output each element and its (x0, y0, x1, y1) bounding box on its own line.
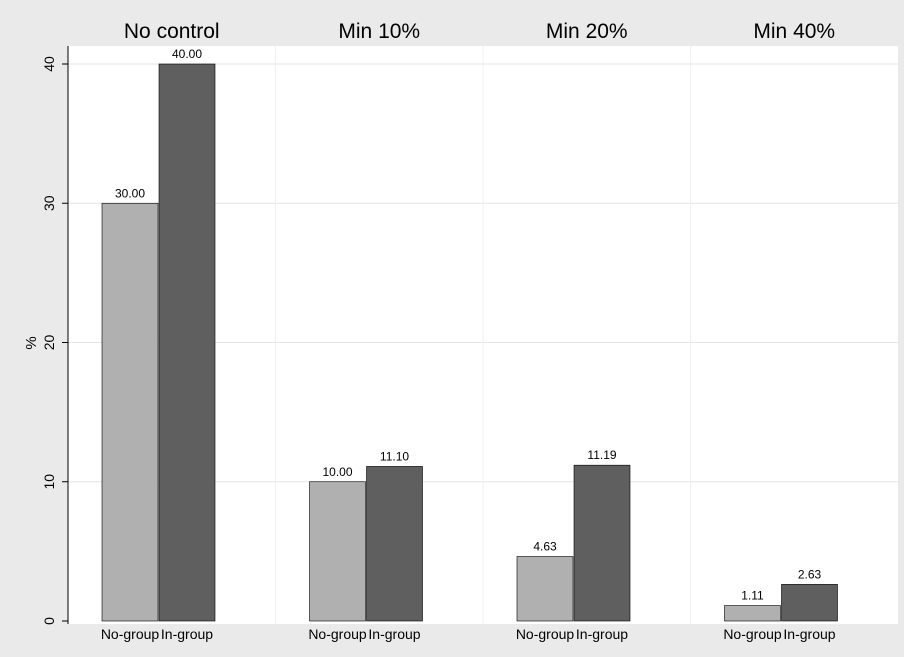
y-axis: 0 10 20 30 40 (41, 46, 69, 625)
panel-title: Min 10% (338, 20, 420, 43)
data-label: 10.00 (322, 465, 352, 479)
category-label: No-group (101, 626, 160, 642)
panel-title: Min 20% (546, 20, 628, 43)
panel-title: No control (124, 20, 220, 43)
y-tick-label: 30 (41, 195, 57, 211)
data-label: 11.19 (587, 448, 616, 462)
y-tick-label: 40 (41, 56, 57, 72)
bar-no-group (516, 556, 574, 622)
panel-title: Min 40% (753, 20, 835, 43)
category-label: In-group (368, 626, 420, 642)
data-label: 40.00 (172, 47, 202, 61)
bar-in-group (781, 584, 838, 622)
data-label: 11.10 (380, 449, 409, 463)
y-tick-label: 20 (41, 335, 57, 351)
bar-in-group (573, 464, 631, 622)
bar-in-group (366, 466, 423, 622)
bars (101, 63, 838, 622)
bar-in-group (158, 63, 216, 622)
category-label: No-group (308, 626, 367, 642)
category-label: No-group (723, 626, 782, 642)
panel-titles: No control Min 10% Min 20% Min 40% (124, 20, 835, 43)
category-label: In-group (576, 626, 628, 642)
data-label: 30.00 (115, 186, 145, 200)
y-tick-label: 10 (41, 474, 57, 490)
category-label: In-group (161, 626, 213, 642)
category-label: No-group (516, 626, 575, 642)
bar-no-group (309, 481, 366, 622)
data-label: 1.11 (741, 589, 764, 603)
y-tick-label: 0 (41, 617, 57, 625)
bar-no-group (101, 202, 159, 622)
y-axis-title: % (23, 336, 40, 349)
data-labels: 30.00 40.00 10.00 11.10 4.63 11.19 1.11 2.63 (115, 47, 822, 603)
data-label: 4.63 (533, 540, 557, 554)
bar-no-group (724, 605, 781, 622)
category-labels: No-group In-group No-group In-group No-group… (101, 626, 836, 642)
data-label: 2.63 (798, 567, 822, 581)
category-label: In-group (783, 626, 835, 642)
